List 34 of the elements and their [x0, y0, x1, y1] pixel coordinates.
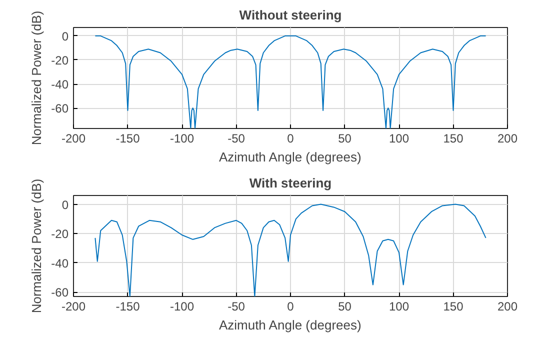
- x-tick-label: -50: [228, 300, 246, 314]
- x-tick-label: 100: [388, 300, 410, 314]
- x-tick-label: 0: [287, 300, 294, 314]
- x-tick-label: 150: [443, 132, 464, 146]
- y-tick-label: -40: [51, 78, 69, 92]
- x-tick-label: -200: [61, 300, 86, 314]
- y-axis-title: Normalized Power (dB): [29, 10, 44, 146]
- x-tick-label: 100: [388, 132, 410, 146]
- x-tick-label: -100: [170, 132, 194, 146]
- y-tick-label: -20: [51, 227, 69, 242]
- x-tick-label: 200: [497, 132, 518, 146]
- x-tick-label: 50: [338, 132, 352, 146]
- x-tick-label: -150: [116, 300, 140, 314]
- x-tick-label: -100: [170, 300, 194, 314]
- chart-title: Without steering: [239, 8, 342, 22]
- x-tick-label: 50: [338, 300, 352, 314]
- x-tick-label: -150: [116, 132, 140, 146]
- x-axis-title: Azimuth Angle (degrees): [218, 150, 362, 164]
- x-axis-title: Azimuth Angle (degrees): [218, 318, 362, 332]
- x-tick-label: -200: [61, 132, 86, 146]
- chart-title: With steering: [249, 176, 332, 190]
- y-tick-label: -60: [51, 286, 69, 300]
- x-tick-label: -50: [228, 132, 246, 146]
- x-tick-label: 200: [497, 300, 518, 314]
- y-axis-title: Normalized Power (dB): [29, 178, 44, 314]
- x-tick-label: 0: [287, 132, 294, 146]
- y-tick-label: -20: [51, 53, 69, 68]
- y-tick-label: 0: [62, 29, 69, 44]
- y-tick-label: 0: [62, 198, 69, 212]
- line-series: [94, 35, 486, 128]
- x-tick-label: 150: [443, 300, 464, 314]
- y-tick-label: -40: [51, 256, 69, 270]
- line-series: [94, 204, 486, 296]
- y-tick-label: -60: [51, 102, 69, 116]
